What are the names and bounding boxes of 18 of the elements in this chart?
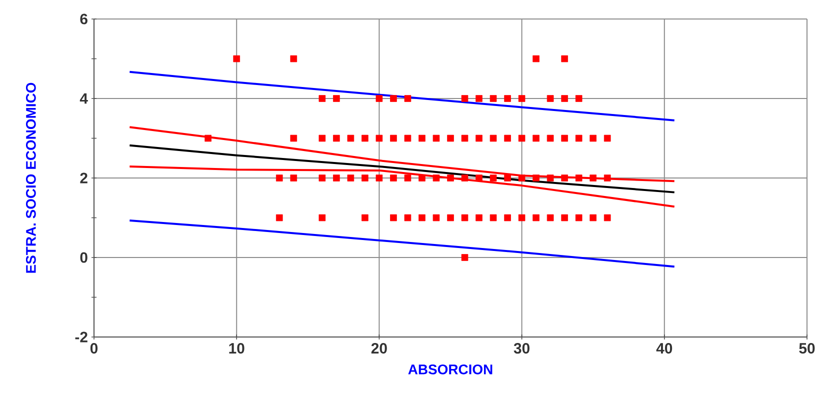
y-tick-label: 0 (80, 252, 88, 263)
x-tick-label: 10 (229, 343, 244, 354)
x-tick-label: 50 (799, 343, 815, 354)
line-series (128, 144, 676, 194)
y-tick-label: 2 (80, 172, 88, 184)
y-tick-label: -2 (75, 332, 88, 342)
line-series (128, 70, 676, 122)
y-tick-label: 4 (80, 93, 88, 104)
x-tick-label: 30 (514, 343, 530, 354)
line-series (128, 126, 676, 182)
line-series (128, 220, 676, 268)
y-axis-title: ESTRA. SOCIO ECONOMICO (26, 82, 36, 273)
x-tick-label: 40 (656, 343, 672, 354)
x-tick-label: 20 (371, 343, 387, 354)
x-tick-label: 0 (90, 343, 98, 354)
y-tick-label: 6 (80, 14, 88, 24)
line-series (128, 165, 676, 208)
x-axis-title: ABSORCION (408, 364, 492, 374)
